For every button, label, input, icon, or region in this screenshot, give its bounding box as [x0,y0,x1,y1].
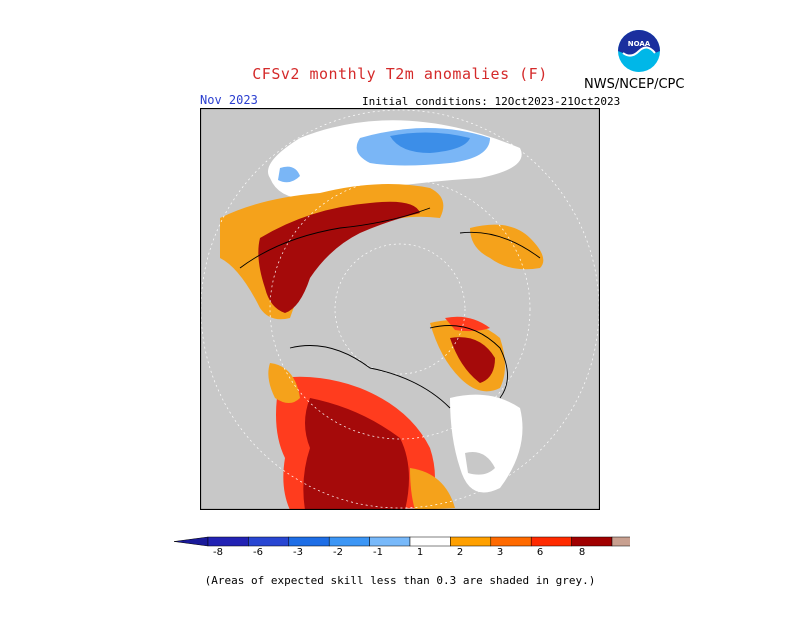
coastlines [239,207,541,409]
colorbar [173,536,630,547]
graticule-mid [269,178,531,440]
map-title: CFSv2 monthly T2m anomalies (F) [252,65,548,83]
colorbar-segment [207,536,249,547]
colorbar-tick-label: -3 [293,547,303,558]
orange-anomaly-south [410,468,455,510]
colorbar-tick-label: 6 [536,547,544,558]
low-skill-patch [465,452,495,475]
red-anomaly-east [445,316,490,332]
noaa-logo: NOAA [618,30,660,72]
colorbar-tick-label: 2 [456,547,464,558]
colorbar-segment [328,536,370,547]
strong-warm-anomaly-east [450,337,495,383]
colorbar-tick-label: -2 [333,547,343,558]
strong-warm-anomaly-north [258,201,420,313]
colorbar-segment [571,536,613,547]
colorbar-tick-label: -1 [373,547,383,558]
colorbar-segment [530,536,572,547]
orange-anomaly-southwest [268,363,300,403]
logo-text: NOAA [628,40,651,48]
colorbar-segment [409,536,451,547]
polar-map [200,108,600,510]
graticule-inner [334,243,466,375]
colorbar-segment [369,536,411,547]
colorbar-segment [611,536,630,547]
colorbar-tick-label: -6 [253,547,263,558]
initial-conditions: Initial conditions: 12Oct2023-21Oct2023 [362,95,621,108]
colorbar-segment [248,536,290,547]
colorbar-low-arrow [173,536,209,547]
colorbar-segment [490,536,532,547]
valid-month: Nov 2023 [200,93,258,107]
agency-label: NWS/NCEP/CPC [584,77,685,92]
colorbar-segment [450,536,492,547]
colorbar-tick-label: 8 [578,547,586,558]
cold-anomaly-west [278,166,300,183]
warm-anomaly-east [470,224,544,270]
strong-warm-anomaly-south [303,398,409,510]
colorbar-segment [288,536,330,547]
footnote: (Areas of expected skill less than 0.3 a… [204,574,596,587]
colorbar-tick-label: 3 [496,547,504,558]
map-frame [200,108,600,510]
colorbar-tick-label: 1 [416,547,424,558]
colorbar-tick-label: -8 [213,547,223,558]
strong-cold-anomaly-area [390,132,470,153]
